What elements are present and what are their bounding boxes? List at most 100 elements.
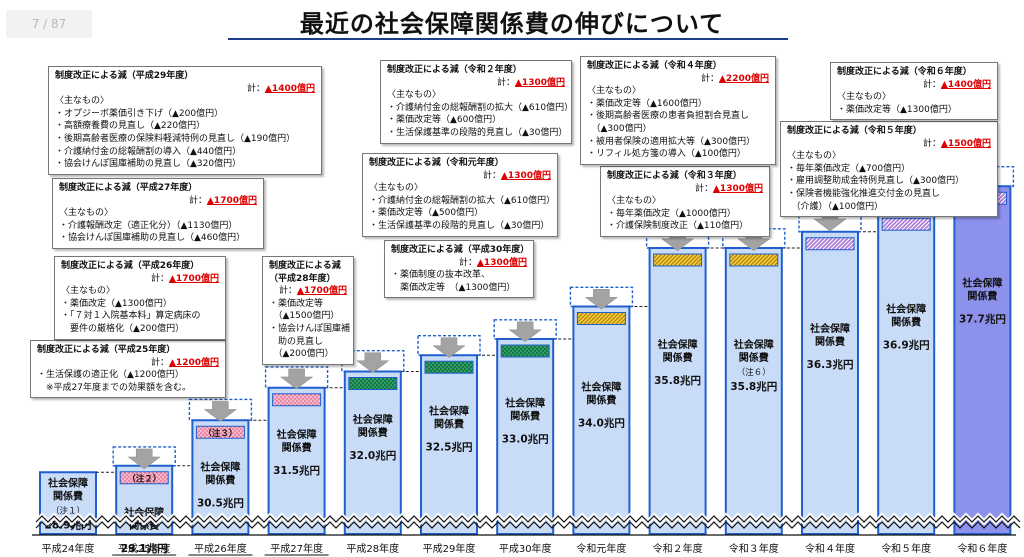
reduction-highlight bbox=[653, 253, 703, 267]
reduction-callout: 制度改正による減（令和３年度） 計：▲1300億円 〈主なもの〉 ・毎年薬価改定（▲1… bbox=[600, 166, 770, 237]
callout-subheading: 〈主なもの〉 bbox=[587, 86, 642, 97]
callout-item: ・「７対１入院基本料」算定病床の bbox=[61, 311, 201, 322]
bar-label: 関係費 bbox=[510, 410, 540, 423]
callout-item: ・介護納付金の総報酬割の拡大（▲610億円） bbox=[369, 195, 556, 206]
callout-item: ※平成27年度までの効果額を含む。 bbox=[37, 382, 191, 393]
x-tick-label: 令和３年度 bbox=[729, 542, 779, 555]
bar-12 bbox=[877, 211, 936, 535]
callout-total-label: 計： bbox=[247, 83, 266, 94]
arrow-icon bbox=[432, 337, 466, 358]
bar-label: 社会保障 bbox=[809, 322, 850, 335]
callout-item: ・薬価改定等 bbox=[269, 298, 324, 309]
callout-item: ・薬価改定等（▲500億円） bbox=[369, 208, 484, 219]
callout-item: （▲300億円） bbox=[587, 123, 652, 134]
callout-item: ・生活保護基準の段階的見直し（▲30億円） bbox=[369, 220, 550, 231]
title-underline bbox=[228, 38, 788, 40]
callout-subheading: 〈主なもの〉 bbox=[55, 96, 110, 107]
reduction-marker: （注２） bbox=[127, 473, 161, 484]
callout-total: 計：▲1500億円 bbox=[787, 138, 991, 151]
callout-item: 要件の厳格化（▲200億円） bbox=[61, 323, 185, 334]
value-label: 37.7兆円 bbox=[959, 312, 1006, 325]
arrow-icon bbox=[203, 401, 238, 422]
callout-item: （▲200億円） bbox=[269, 349, 334, 360]
reduction-callout: 制度改正による減（令和５年度） 計：▲1500億円 〈主なもの〉 ・毎年薬価改定（▲7… bbox=[780, 121, 998, 218]
note-label: （注６） bbox=[737, 367, 771, 378]
value-label: 34.0兆円 bbox=[578, 416, 625, 429]
callout-total-label: 計： bbox=[701, 73, 720, 84]
bar-5 bbox=[343, 370, 402, 535]
value-label: 35.8兆円 bbox=[730, 380, 777, 393]
reduction-box bbox=[188, 398, 253, 421]
callout-total-amount: ▲1300億円 bbox=[477, 257, 527, 268]
reduction-callout: 制度改正による減（平成29年度） 計：▲1400億円 〈主なもの〉 ・オプジーボ薬価引… bbox=[48, 66, 322, 175]
reduction-highlight bbox=[805, 237, 855, 251]
callout-item: （介護）（▲100億円） bbox=[787, 201, 884, 212]
bar-label: 社会保障 bbox=[580, 380, 621, 393]
bar-label: 関係費 bbox=[358, 426, 388, 439]
callout-total-label: 計： bbox=[279, 286, 298, 297]
page-title: 最近の社会保障関係費の伸びについて bbox=[299, 10, 725, 38]
bar-label: 社会保障 bbox=[657, 338, 698, 351]
callout-subheading: 〈主なもの〉 bbox=[61, 286, 116, 297]
arrow-icon bbox=[584, 289, 619, 310]
x-tick-label: 令和２年度 bbox=[653, 542, 703, 555]
reduction-highlight bbox=[348, 377, 398, 390]
reduction-callout: 制度改正による減（令和４年度） 計：▲2200億円 〈主なもの〉 ・薬価改定等（▲16… bbox=[580, 56, 776, 165]
callout-title: 制度改正による減（令和４年度） bbox=[587, 61, 722, 71]
callout-title: 制度改正による減（令和３年度） bbox=[607, 171, 742, 181]
bar-label: 社会保障 bbox=[123, 506, 164, 519]
reduction-callout: 制度改正による減（平成30年度） 計：▲1300億円 ・薬価制度の抜本改革、 薬価改… bbox=[384, 240, 534, 299]
callout-total-label: 計： bbox=[151, 273, 170, 284]
value-label: 36.3兆円 bbox=[807, 358, 854, 371]
callout-total-amount: ▲1300億円 bbox=[713, 183, 763, 194]
callout-total: 計：▲1300億円 bbox=[387, 77, 565, 90]
callout-item: 助の見直し bbox=[269, 336, 324, 347]
callout-item: （▲1500億円） bbox=[269, 311, 340, 322]
bar-label: 社会保障 bbox=[276, 428, 317, 441]
callout-total-amount: ▲1500億円 bbox=[941, 138, 991, 149]
callout-item: ・薬価改定（▲1300億円） bbox=[61, 298, 172, 309]
callout-title: 制度改正による減（平成26年度） bbox=[61, 261, 200, 271]
reduction-highlight bbox=[729, 253, 779, 267]
arrow-icon bbox=[508, 321, 542, 343]
bar-9 bbox=[648, 247, 707, 535]
bar-label: 社会保障 bbox=[47, 476, 88, 489]
callout-total-amount: ▲1200億円 bbox=[169, 357, 219, 368]
page-number-badge: 7 / 87 bbox=[6, 10, 92, 38]
bar-label: 社会保障 bbox=[504, 397, 545, 410]
bar-label: 関係費 bbox=[434, 418, 464, 431]
callout-item: ・毎年薬価改定（▲700億円） bbox=[787, 163, 911, 174]
callout-total: 計：▲1300億円 bbox=[369, 170, 551, 183]
callout-item: ・介護報酬改定（適正化分）（▲1130億円） bbox=[59, 220, 238, 231]
callout-total-label: 計： bbox=[923, 79, 942, 90]
reduction-highlight bbox=[195, 425, 245, 439]
x-tick-label: 平成26年度 bbox=[194, 542, 247, 555]
callout-title: 制度改正による減（平成30年度） bbox=[391, 245, 530, 255]
bar-13 bbox=[953, 185, 1012, 535]
reduction-callout: 制度改正による減（令和６年度） 計：▲1400億円 〈主なもの〉 ・薬価改定等（▲13… bbox=[830, 62, 998, 121]
reduction-highlight bbox=[576, 312, 626, 325]
reduction-callout: 制度改正による減 （平成28年度） 計：▲1700億円 ・薬価改定等 （▲1500億… bbox=[262, 256, 354, 365]
callout-item: ・薬価改定等（▲1300億円） bbox=[837, 104, 957, 115]
callout-total-label: 計： bbox=[459, 257, 478, 268]
x-tick-label: 令和元年度 bbox=[576, 542, 626, 555]
callout-title: 制度改正による減（令和６年度） bbox=[837, 67, 972, 77]
callout-subheading: 〈主なもの〉 bbox=[607, 196, 662, 207]
bar-label: 社会保障 bbox=[885, 302, 926, 315]
callout-total-amount: ▲1700億円 bbox=[297, 286, 347, 297]
bar-label: 関係費 bbox=[891, 315, 921, 328]
callout-item: ・保険者機能強化推進交付金の見直し bbox=[787, 188, 941, 199]
bar-label: 関係費 bbox=[205, 473, 235, 486]
callout-total-amount: ▲1300億円 bbox=[515, 77, 565, 88]
bar-label: 社会保障 bbox=[733, 338, 774, 351]
callout-item: ・リフィル処方箋の導入（▲100億円） bbox=[587, 149, 746, 160]
callout-total: 計：▲1200億円 bbox=[37, 357, 219, 370]
callout-total-amount: ▲1700億円 bbox=[169, 273, 219, 284]
x-tick-label: 令和５年度 bbox=[881, 542, 931, 555]
callout-title: 制度改正による減（令和元年度） bbox=[369, 158, 504, 168]
callout-item: ・高額療養費の見直し（▲220億円） bbox=[55, 121, 206, 132]
callout-total-amount: ▲1300億円 bbox=[501, 170, 551, 181]
callout-item: ・毎年薬価改定（▲1000億円） bbox=[607, 208, 736, 219]
callout-total-amount: ▲1400億円 bbox=[265, 83, 315, 94]
callout-total: 計：▲2200億円 bbox=[587, 73, 769, 86]
